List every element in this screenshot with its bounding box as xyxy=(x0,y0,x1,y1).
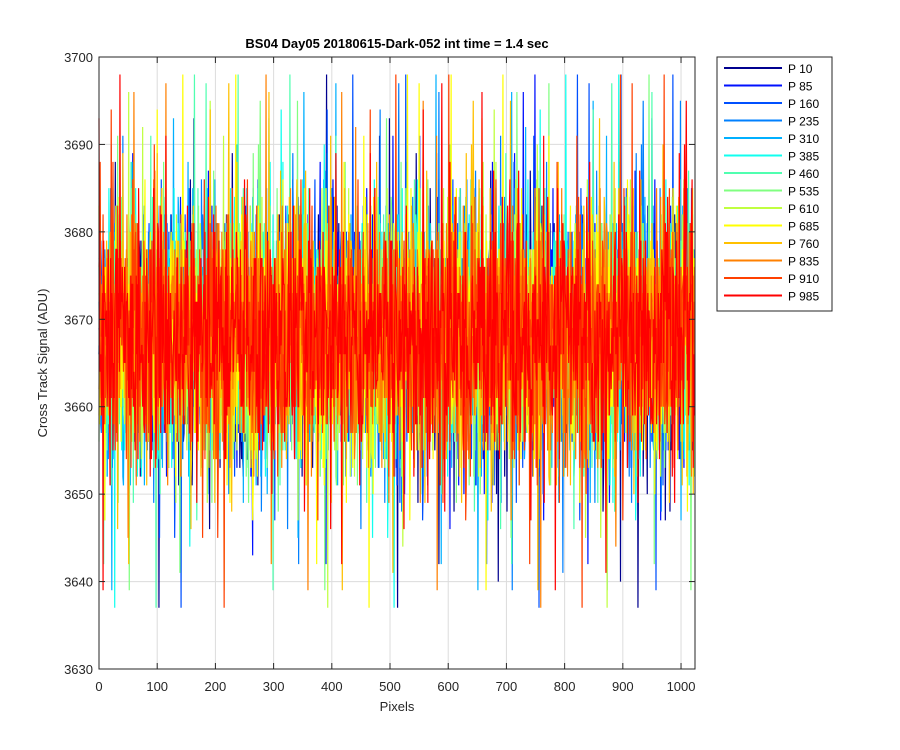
y-tick-label: 3700 xyxy=(64,50,93,65)
chart-title: BS04 Day05 20180615-Dark-052 int time = … xyxy=(245,36,548,51)
plot-area: 0 100 200 300 400 500 600 700 800 900 1000 3630 3640… xyxy=(64,50,696,694)
y-tick-label: 3690 xyxy=(64,137,93,152)
x-tick-label: 900 xyxy=(612,679,634,694)
x-tick-label: 0 xyxy=(95,679,102,694)
x-tick-label: 200 xyxy=(205,679,227,694)
x-tick-label: 300 xyxy=(263,679,285,694)
x-tick-label: 800 xyxy=(554,679,576,694)
legend: P 10 P 85 P 160 P 235 P 310 P 385 P 460 P 535 P … xyxy=(716,56,833,312)
legend-entry: P 10 xyxy=(788,62,813,76)
series-lines xyxy=(98,74,696,608)
legend-entry: P 460 xyxy=(788,167,819,181)
y-tick-label: 3630 xyxy=(64,662,93,677)
legend-entry: P 685 xyxy=(788,220,819,234)
x-tick-label: 1000 xyxy=(667,679,696,694)
x-axis-label: Pixels xyxy=(380,699,415,714)
legend-box xyxy=(716,56,833,312)
series-line xyxy=(98,74,696,591)
y-tick-label: 3670 xyxy=(64,312,93,327)
legend-entry: P 760 xyxy=(788,237,819,251)
x-tick-label: 600 xyxy=(437,679,459,694)
y-tick-label: 3650 xyxy=(64,487,93,502)
x-tick-label: 100 xyxy=(146,679,168,694)
x-tick-label: 500 xyxy=(379,679,401,694)
y-tick-label: 3640 xyxy=(64,575,93,590)
y-tick-label: 3660 xyxy=(64,400,93,415)
legend-entry: P 160 xyxy=(788,97,819,111)
y-tick-label: 3680 xyxy=(64,225,93,240)
legend-entry: P 835 xyxy=(788,255,819,269)
legend-entry: P 310 xyxy=(788,132,819,146)
legend-entry: P 535 xyxy=(788,185,819,199)
legend-entry: P 235 xyxy=(788,115,819,129)
legend-entry: P 85 xyxy=(788,80,813,94)
x-tick-label: 700 xyxy=(496,679,518,694)
legend-entry: P 385 xyxy=(788,150,819,164)
axis-ticks: 0 100 200 300 400 500 600 700 800 900 1000 3630 3640… xyxy=(64,50,695,694)
legend-entry: P 610 xyxy=(788,202,819,216)
y-axis-label: Cross Track Signal (ADU) xyxy=(35,289,50,438)
axes-box xyxy=(98,56,696,670)
x-tick-label: 400 xyxy=(321,679,343,694)
legend-entry: P 910 xyxy=(788,272,819,286)
legend-entry: P 985 xyxy=(788,290,819,304)
